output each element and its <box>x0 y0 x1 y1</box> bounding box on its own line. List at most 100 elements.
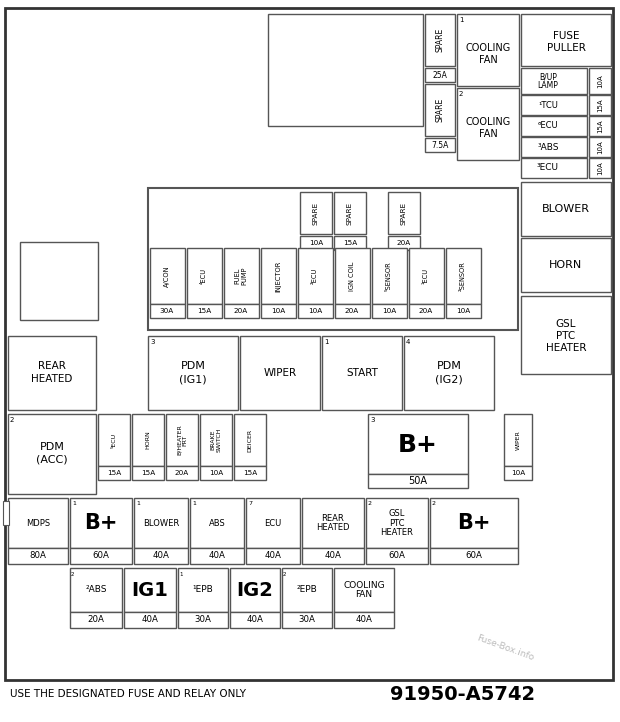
Text: BLOWER: BLOWER <box>143 518 179 528</box>
Bar <box>166 414 198 466</box>
Text: 20A: 20A <box>87 615 104 625</box>
Text: BRAKE
SWITCH: BRAKE SWITCH <box>211 427 221 452</box>
Bar <box>98 466 130 480</box>
Text: IG2: IG2 <box>237 580 273 599</box>
Bar <box>366 548 428 564</box>
Bar <box>8 548 68 564</box>
Bar <box>430 498 518 548</box>
Bar <box>234 414 266 466</box>
Text: BLOWER: BLOWER <box>542 204 590 214</box>
Text: SPARE: SPARE <box>313 201 319 225</box>
Bar <box>504 414 532 466</box>
Text: 50A: 50A <box>409 476 428 486</box>
Text: 2: 2 <box>10 417 14 423</box>
Text: REAR: REAR <box>38 361 66 371</box>
Text: SPARE: SPARE <box>435 98 445 122</box>
Text: START: START <box>346 368 378 378</box>
Text: 3: 3 <box>150 339 154 345</box>
Bar <box>302 548 364 564</box>
Bar <box>335 304 370 318</box>
Text: 1: 1 <box>179 572 182 577</box>
Text: 15A: 15A <box>343 240 357 246</box>
Bar <box>230 612 280 628</box>
Bar <box>224 304 259 318</box>
Text: 1: 1 <box>459 17 464 23</box>
Bar <box>230 568 280 612</box>
Bar <box>246 548 300 564</box>
Text: 40A: 40A <box>153 552 169 560</box>
Bar <box>521 182 611 236</box>
Bar <box>334 612 394 628</box>
Bar <box>298 248 333 304</box>
Bar <box>521 296 611 374</box>
Text: 10A: 10A <box>597 161 603 175</box>
Text: 15A: 15A <box>141 470 155 476</box>
Text: 1: 1 <box>72 501 76 506</box>
Bar <box>234 466 266 480</box>
Text: ¹TCU: ¹TCU <box>538 100 558 110</box>
Text: ²EPB: ²EPB <box>296 586 317 594</box>
Text: PTC: PTC <box>556 331 575 341</box>
Bar <box>240 336 320 410</box>
Bar <box>200 414 232 466</box>
Text: B+: B+ <box>458 513 491 533</box>
Text: LAMP: LAMP <box>538 80 559 90</box>
Text: Fuse-Box.info: Fuse-Box.info <box>475 633 535 663</box>
Text: ¹ECU: ¹ECU <box>423 268 429 284</box>
Text: 15A: 15A <box>243 470 257 476</box>
Text: INJECTOR: INJECTOR <box>275 261 281 292</box>
Text: GSL
PTC
HEATER: GSL PTC HEATER <box>381 509 414 537</box>
Bar <box>425 14 455 66</box>
Text: ⁵ECU: ⁵ECU <box>112 432 117 448</box>
Text: 3: 3 <box>370 417 374 423</box>
Text: B+: B+ <box>84 513 118 533</box>
Text: DEICER: DEICER <box>247 428 252 451</box>
Bar <box>246 498 300 548</box>
Text: ⁴ECU: ⁴ECU <box>201 268 207 284</box>
Bar <box>124 568 176 612</box>
Bar <box>521 95 587 115</box>
Text: 2: 2 <box>283 572 286 577</box>
Text: 40A: 40A <box>247 615 264 625</box>
Text: ²ECU: ²ECU <box>312 268 318 284</box>
Bar <box>282 568 332 612</box>
Text: SPARE: SPARE <box>401 201 407 225</box>
Text: SPARE: SPARE <box>435 28 445 52</box>
Bar <box>261 248 296 304</box>
Bar <box>372 304 407 318</box>
Text: (ACC): (ACC) <box>36 455 68 465</box>
Text: 20A: 20A <box>397 240 411 246</box>
Bar <box>521 68 587 94</box>
Bar <box>187 248 222 304</box>
Text: 60A: 60A <box>466 552 482 560</box>
Text: 10A: 10A <box>597 140 603 154</box>
Bar <box>124 612 176 628</box>
Bar <box>98 414 130 466</box>
Text: 10A: 10A <box>511 470 525 476</box>
Bar <box>446 248 481 304</box>
Bar <box>300 192 332 234</box>
Bar <box>457 14 519 86</box>
Text: FUEL
PUMP: FUEL PUMP <box>235 266 247 285</box>
Text: 40A: 40A <box>265 552 281 560</box>
Text: HEATER: HEATER <box>546 343 587 353</box>
Bar <box>187 304 222 318</box>
Bar <box>190 498 244 548</box>
Text: 10A: 10A <box>597 74 603 88</box>
Text: COOLING: COOLING <box>466 43 511 53</box>
Text: 20A: 20A <box>175 470 189 476</box>
Text: 10A: 10A <box>209 470 223 476</box>
Text: 30A: 30A <box>160 308 174 314</box>
Bar <box>298 304 333 318</box>
Bar <box>334 568 394 612</box>
Text: 10A: 10A <box>308 308 322 314</box>
Text: USE THE DESIGNATED FUSE AND RELAY ONLY: USE THE DESIGNATED FUSE AND RELAY ONLY <box>10 689 246 699</box>
Bar <box>70 612 122 628</box>
Bar <box>70 498 132 548</box>
Text: 40A: 40A <box>141 615 159 625</box>
Text: FUSE: FUSE <box>553 31 579 41</box>
Bar <box>504 466 532 480</box>
Bar <box>282 612 332 628</box>
Text: PDM: PDM <box>40 442 64 452</box>
Text: FAN: FAN <box>479 129 497 139</box>
